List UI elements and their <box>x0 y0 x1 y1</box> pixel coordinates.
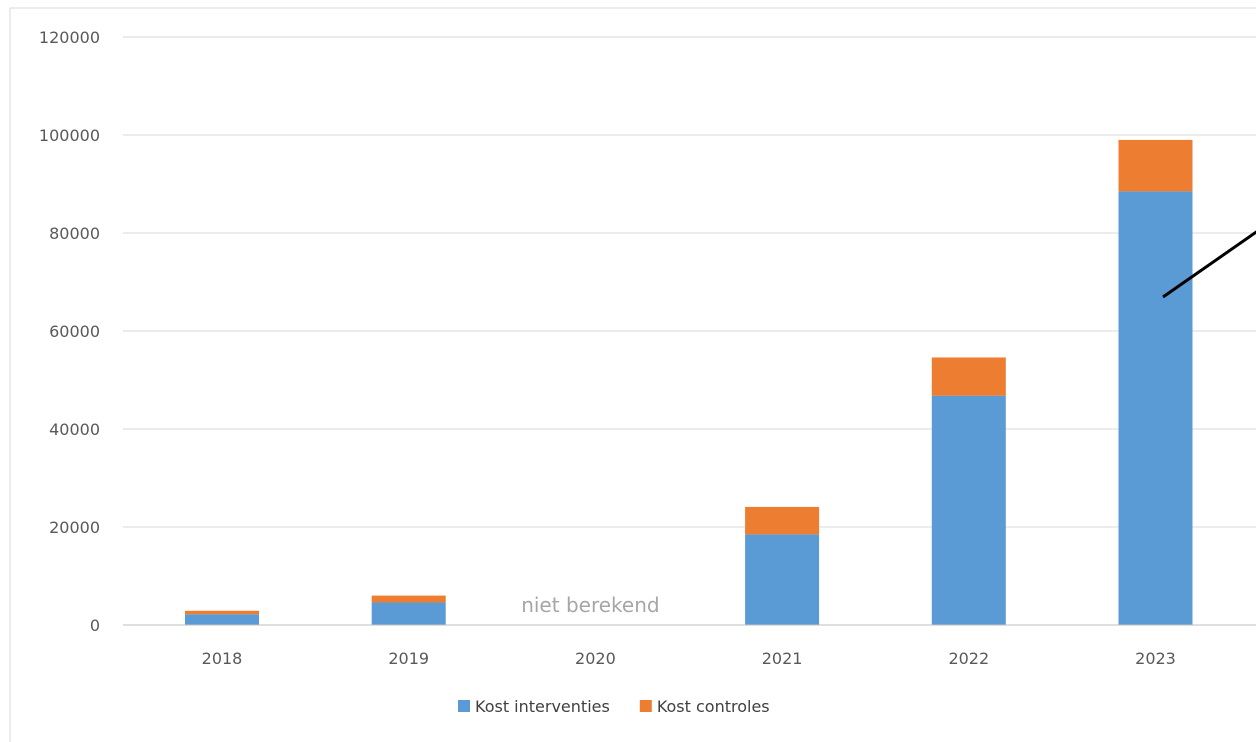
legend-swatch <box>639 700 652 712</box>
y-tick-label: 40000 <box>49 420 100 439</box>
bar-segment-kost-controles <box>931 357 1006 396</box>
x-tick-label: 2018 <box>202 649 243 668</box>
bar-segment-kost-controles <box>185 610 259 615</box>
legend: Kost interventies Kost controles <box>458 697 770 716</box>
bar-segment-kost-controles <box>371 595 446 603</box>
bar-segment-kost-interventies <box>931 395 1006 625</box>
legend-label: Kost controles <box>657 697 770 716</box>
x-tick-label: 2023 <box>1135 649 1176 668</box>
y-tick-label: 0 <box>90 616 100 635</box>
bar-segment-kost-interventies <box>745 534 820 625</box>
legend-label: Kost interventies <box>475 697 610 716</box>
y-axis-ticks: 0 20000 40000 60000 80000 100000 120000 <box>39 28 100 635</box>
y-tick-label: 20000 <box>49 518 100 537</box>
y-tick-label: 80000 <box>49 224 100 243</box>
bar-segment-kost-interventies <box>1118 191 1193 625</box>
annotation-label: niet berekend <box>521 593 659 617</box>
pointer-arrow-line <box>1162 230 1256 299</box>
x-tick-label: 2022 <box>948 649 989 668</box>
bar-segment-kost-interventies <box>185 614 259 625</box>
x-tick-label: 2019 <box>388 649 429 668</box>
x-axis-ticks: 2018 2019 2020 2021 2022 2023 <box>202 649 1176 668</box>
x-tick-label: 2020 <box>575 649 616 668</box>
y-tick-label: 60000 <box>49 322 100 341</box>
legend-swatch <box>458 700 470 712</box>
chart-frame <box>9 7 1256 742</box>
bar-segment-kost-controles <box>745 506 820 535</box>
y-tick-label: 120000 <box>39 28 100 47</box>
bar-segment-kost-controles <box>1118 139 1193 192</box>
annotations: niet berekend <box>521 593 659 617</box>
x-tick-label: 2021 <box>762 649 803 668</box>
bars <box>185 139 1193 625</box>
bar-segment-kost-interventies <box>371 602 446 625</box>
y-tick-label: 100000 <box>39 126 100 145</box>
gridlines <box>123 36 1256 528</box>
